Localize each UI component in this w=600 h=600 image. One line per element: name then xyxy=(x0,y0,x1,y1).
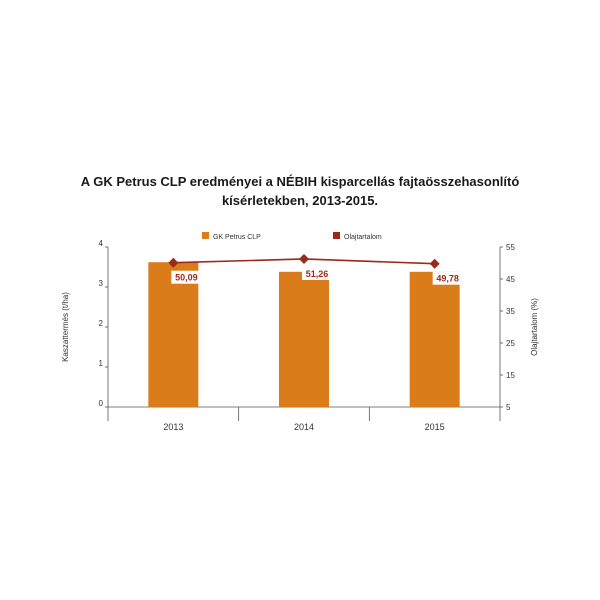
bar xyxy=(409,271,460,407)
data-label: 51,26 xyxy=(306,269,329,279)
y-tick-label-left: 2 xyxy=(99,319,104,328)
y-tick-label-left: 1 xyxy=(99,359,104,368)
x-tick-label: 2014 xyxy=(294,422,314,432)
legend: GK Petrus CLP Olajtartalom xyxy=(202,232,382,241)
x-tick-label: 2013 xyxy=(163,422,183,432)
y-axis-left-title: Kaszattermés (t/ha) xyxy=(61,292,70,362)
bar xyxy=(148,262,199,407)
line-marker xyxy=(168,257,179,268)
y-tick-label-left: 0 xyxy=(99,399,104,408)
line-marker xyxy=(299,253,309,264)
data-label-box xyxy=(171,270,202,284)
legend-swatch-bars xyxy=(202,232,209,239)
y-tick-label-left: 4 xyxy=(99,239,104,248)
legend-label-bars: GK Petrus CLP xyxy=(213,234,261,241)
legend-label-line: Olajtartalom xyxy=(344,234,382,241)
line-marker xyxy=(429,258,440,269)
axes: 2013 2014 20150123451525354555Kaszattermés… xyxy=(61,239,539,432)
y-tick-label-right: 55 xyxy=(506,243,515,252)
data-labels: 50,09 51,26 49,78 xyxy=(171,266,463,285)
y-axis-right-title: Olajtartalom (%) xyxy=(530,298,539,356)
y-tick-label-left: 3 xyxy=(99,279,104,288)
y-tick-label-right: 15 xyxy=(506,371,515,380)
data-label: 50,09 xyxy=(175,273,198,283)
data-label-box xyxy=(432,271,463,285)
data-label: 49,78 xyxy=(436,274,459,284)
line-series xyxy=(168,253,440,269)
y-tick-label-right: 5 xyxy=(506,403,511,412)
chart-title-line-1: A GK Petrus CLP eredményei a NÉBIH kispa… xyxy=(80,174,520,189)
y-tick-label-right: 25 xyxy=(506,339,515,348)
bar xyxy=(279,271,329,407)
x-tick-label: 2015 xyxy=(425,422,445,432)
data-label-box xyxy=(302,266,332,280)
chart-title: A GK Petrus CLP eredményei a NÉBIH kispa… xyxy=(0,172,600,210)
chart-title-line-2: kísérletekben, 2013-2015. xyxy=(221,193,379,208)
y-tick-label-right: 35 xyxy=(506,307,515,316)
bars xyxy=(148,262,460,407)
y-tick-label-right: 45 xyxy=(506,275,515,284)
legend-swatch-line xyxy=(333,232,340,239)
